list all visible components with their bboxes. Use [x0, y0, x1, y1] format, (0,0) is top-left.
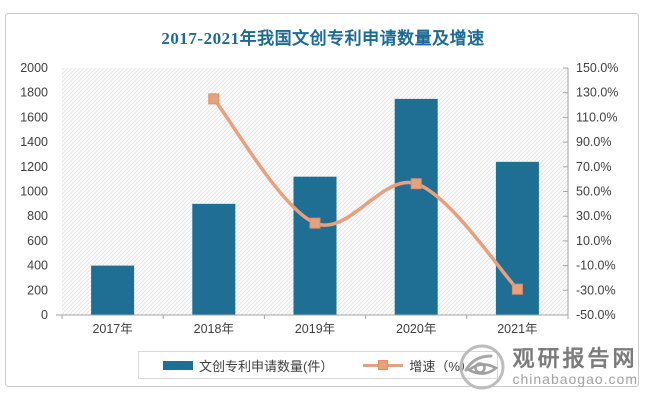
growth-line-marker: [410, 178, 422, 190]
line-swatch-marker: [378, 360, 389, 370]
growth-line-marker: [309, 217, 321, 229]
left-axis-tick-label: 1800: [20, 86, 48, 100]
x-axis-label: 2021年: [497, 322, 537, 336]
watermark-eye-logo: [459, 344, 505, 390]
right-axis-tick-label: 70.0%: [576, 160, 611, 174]
x-axis-label: 2019年: [295, 322, 335, 336]
legend-item-line: 增速（%）: [363, 356, 473, 375]
left-axis-tick-label: 1200: [20, 160, 48, 174]
x-axis-label: 2020年: [396, 322, 436, 336]
watermark-brand: 观研报告网: [512, 346, 638, 371]
x-axis-label: 2017年: [92, 322, 132, 336]
bar-2020年: [394, 98, 438, 315]
right-axis-tick-label: 90.0%: [576, 135, 611, 149]
bar-2019年: [293, 176, 337, 315]
left-axis-tick-label: 200: [27, 283, 48, 297]
watermark-text: 观研报告网 chinabaogao.com: [512, 346, 638, 387]
right-axis-tick-label: -50.0%: [576, 308, 616, 322]
right-axis-tick-label: 150.0%: [576, 61, 618, 75]
bar-2017年: [91, 265, 135, 315]
right-axis-tick-label: 30.0%: [576, 209, 611, 223]
plot-area: 2000180016001400120010008006004002000150…: [20, 61, 618, 336]
growth-line: [212, 97, 520, 291]
watermark: 观研报告网 chinabaogao.com: [458, 343, 638, 391]
legend-item-bars: 文创专利申请数量(件）: [163, 356, 333, 375]
right-axis-tick-label: -30.0%: [576, 283, 616, 297]
line-series-label: 增速（%）: [409, 358, 473, 374]
left-axis-tick-label: 0: [41, 308, 48, 322]
watermark-domain: chinabaogao.com: [512, 371, 638, 387]
growth-line-marker: [511, 283, 523, 295]
chart-title: 2017-2021年我国文创专利申请数量及增速: [161, 29, 485, 48]
left-axis-tick-label: 800: [27, 209, 48, 223]
growth-line-marker: [208, 93, 220, 105]
line-series-swatch: [363, 360, 404, 370]
left-axis-tick-label: 600: [27, 234, 48, 248]
left-axis-tick-label: 2000: [20, 61, 48, 75]
bar-series-swatch: [163, 360, 194, 370]
bar-2018年: [192, 203, 236, 315]
right-axis-tick-label: 50.0%: [576, 185, 611, 199]
left-axis-tick-label: 1600: [20, 110, 48, 124]
right-axis-tick-label: 10.0%: [576, 234, 611, 248]
right-axis-tick-label: 110.0%: [576, 110, 617, 124]
left-axis-tick-label: 1400: [20, 135, 48, 149]
right-axis-tick-label: 130.0%: [576, 86, 618, 100]
right-axis-tick-label: -10.0%: [576, 259, 616, 273]
x-axis-label: 2018年: [194, 322, 234, 336]
legend: 文创专利申请数量(件） 增速（%）: [138, 351, 498, 379]
left-axis-tick-label: 1000: [20, 185, 48, 199]
left-axis-tick-label: 400: [27, 259, 48, 273]
bar-series-label: 文创专利申请数量(件）: [199, 358, 334, 374]
